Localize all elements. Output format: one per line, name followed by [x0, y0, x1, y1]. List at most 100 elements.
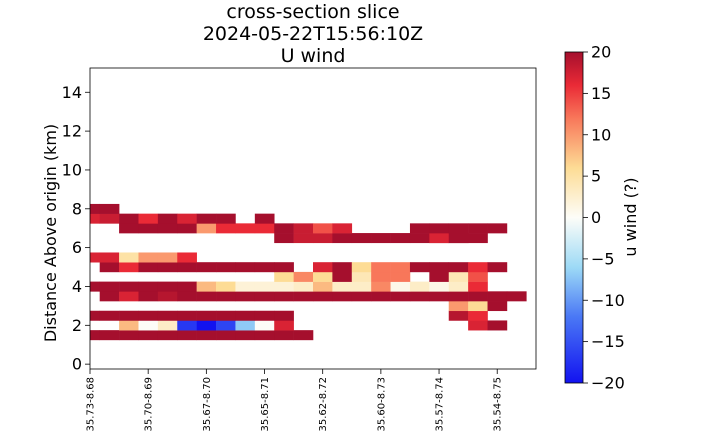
colorbar-tick-label: −20 — [591, 374, 625, 393]
heatmap-cell — [235, 320, 256, 331]
heatmap-cell — [157, 310, 178, 321]
heatmap-cell — [274, 291, 294, 302]
x-tick-label: 35.57-8.74 — [435, 377, 446, 432]
heatmap-cell — [177, 310, 197, 321]
colorbar-tick-label: 15 — [591, 84, 611, 103]
heatmap-cell — [177, 281, 197, 292]
heatmap-cell — [157, 281, 178, 292]
heatmap-cell — [138, 281, 159, 292]
heatmap-cell — [274, 271, 294, 282]
y-tick-label: 0 — [72, 355, 82, 374]
heatmap-cell — [90, 252, 100, 263]
heatmap-cell — [157, 223, 178, 234]
x-tick-label: 35.67-8.70 — [202, 377, 213, 432]
heatmap-cell — [293, 281, 314, 292]
heatmap-cell — [119, 262, 139, 273]
heatmap-cell — [119, 320, 139, 331]
heatmap-cell — [138, 213, 159, 224]
heatmap-cell — [157, 320, 178, 331]
colorbar — [564, 51, 584, 384]
heatmap-cell — [468, 271, 488, 282]
colorbar-ticks: −20 −15 −10 −5 0 5 10 15 20 — [583, 43, 625, 393]
heatmap-cell — [293, 271, 314, 282]
colorbar-tick-label: −5 — [591, 249, 615, 268]
heatmap-cell — [216, 223, 236, 234]
heatmap-cell — [119, 223, 139, 234]
heatmap-cell — [119, 213, 139, 224]
heatmap-cell — [487, 301, 508, 312]
heatmap-cell — [274, 330, 294, 341]
x-tick-label: 35.65-8.71 — [260, 377, 271, 432]
colorbar-tick-label: −10 — [591, 291, 625, 310]
heatmap-cell — [468, 223, 488, 234]
heatmap-cell — [313, 262, 333, 273]
heatmap-cell — [332, 271, 353, 282]
heatmap-cell — [177, 320, 197, 331]
heatmap-cell — [99, 213, 120, 224]
heatmap-cell — [448, 262, 469, 273]
heatmap-cell — [177, 223, 197, 234]
heatmap-cell — [138, 320, 159, 331]
heatmap-cell — [138, 252, 159, 263]
heatmap-cell — [429, 223, 450, 234]
heatmap-cell — [235, 291, 256, 302]
heatmap-cell — [274, 233, 294, 244]
heatmap-cell — [216, 291, 236, 302]
chart-title-line-3: U wind — [280, 45, 346, 67]
y-tick-label: 10 — [62, 160, 82, 179]
heatmap-cell — [313, 233, 333, 244]
heatmap-cell — [313, 281, 333, 292]
heatmap-cell — [119, 330, 139, 341]
heatmap-cell — [468, 310, 488, 321]
heatmap-cell — [254, 320, 275, 331]
heatmap-cell — [254, 330, 275, 341]
heatmap-cell — [448, 310, 469, 321]
heatmap-cell — [487, 262, 508, 273]
heatmap-cell — [254, 310, 275, 321]
colorbar-tick-label: 10 — [591, 125, 611, 144]
heatmap-cell — [99, 310, 120, 321]
heatmap-cell — [448, 301, 469, 312]
heatmap-cell — [119, 291, 139, 302]
heatmap-cell — [274, 310, 294, 321]
heatmap-cell — [448, 281, 469, 292]
heatmap-cell — [177, 330, 197, 341]
heatmap-cell — [196, 281, 217, 292]
heatmap-cell — [196, 330, 217, 341]
heatmap-cell — [216, 330, 236, 341]
heatmap-cell — [390, 271, 411, 282]
heatmap-cell — [468, 291, 488, 302]
heatmap-cell — [99, 252, 120, 263]
heatmap-cell — [468, 262, 488, 273]
heatmap-cell — [409, 223, 430, 234]
heatmap-cell — [409, 281, 430, 292]
heatmap-cell — [99, 262, 120, 273]
y-tick-label: 2 — [72, 316, 82, 335]
heatmap-cell — [390, 262, 411, 273]
heatmap-cell — [409, 262, 430, 273]
heatmap-cell — [487, 223, 508, 234]
heatmap-cell — [196, 291, 217, 302]
x-tick-label: 35.62-8.72 — [318, 377, 329, 432]
heatmap-cell — [235, 330, 256, 341]
heatmap-cell — [351, 291, 372, 302]
heatmap-cell — [487, 291, 508, 302]
heatmap-cell — [274, 262, 294, 273]
heatmap-cell — [196, 310, 217, 321]
heatmap-cell — [177, 252, 197, 263]
heatmap-cell — [313, 291, 333, 302]
colorbar-tick-label: −15 — [591, 332, 625, 351]
heatmap-cell — [390, 281, 411, 292]
heatmap-cell — [157, 330, 178, 341]
x-tick-label: 35.73-8.68 — [86, 377, 97, 432]
heatmap-cell — [254, 291, 275, 302]
heatmap-cell — [90, 310, 100, 321]
heatmap-cell — [274, 320, 294, 331]
heatmap-cell — [390, 291, 411, 302]
y-axis-label: Distance Above origin (km) — [41, 124, 60, 342]
heatmap-cell — [293, 223, 314, 234]
heatmap-cell — [274, 223, 294, 234]
heatmap-cell — [196, 213, 217, 224]
colorbar-tick-label: 0 — [591, 208, 601, 227]
heatmap-cell — [90, 203, 100, 214]
